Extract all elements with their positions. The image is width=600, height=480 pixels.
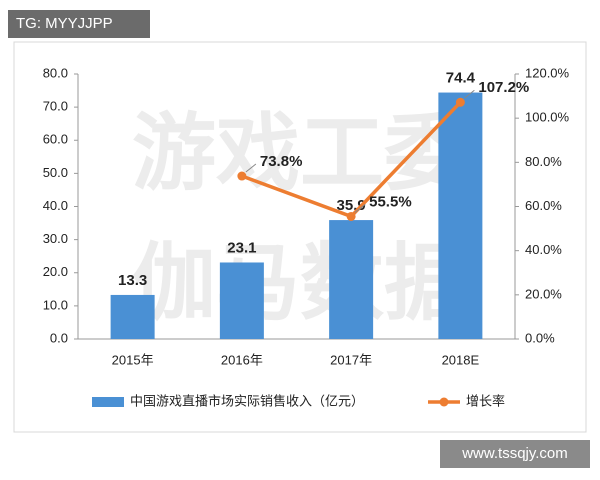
label-leader <box>464 89 475 99</box>
label-leader <box>354 204 366 213</box>
bar <box>110 294 155 339</box>
watermark-layer: 游戏工委 伽马数据 <box>132 106 468 330</box>
watermark-box <box>8 10 150 38</box>
y-tick-label: 60.0 <box>43 132 68 147</box>
line-point <box>455 97 465 107</box>
x-tick-label: 2016年 <box>221 352 263 367</box>
legend-label: 中国游戏直播市场实际销售收入（亿元） <box>130 393 364 408</box>
y-tick-label: 80.0 <box>43 65 68 80</box>
y-tick-label: 20.0 <box>43 264 68 279</box>
y-tick-label: 50.0 <box>43 165 68 180</box>
line-value-label: 107.2% <box>478 79 529 96</box>
y2-tick-label: 60.0% <box>525 198 562 213</box>
bar-value-label: 13.3 <box>118 272 147 289</box>
y-tick-label: 70.0 <box>43 99 68 114</box>
bar-value-label: 23.1 <box>227 239 256 256</box>
x-tick-label: 2017年 <box>330 352 372 367</box>
y2-tick-label: 120.0% <box>525 65 570 80</box>
legend-swatch <box>439 397 449 407</box>
watermark-box <box>440 440 590 468</box>
line-point <box>346 211 356 221</box>
y2-tick-label: 40.0% <box>525 242 562 257</box>
line-point <box>237 171 247 181</box>
bar-value-label: 74.4 <box>446 70 476 87</box>
line-value-label: 73.8% <box>260 153 303 170</box>
x-tick-label: 2018E <box>442 352 480 367</box>
y-tick-label: 40.0 <box>43 198 68 213</box>
x-tick-label: 2015年 <box>112 352 154 367</box>
y-tick-label: 30.0 <box>43 231 68 246</box>
y-tick-label: 10.0 <box>43 297 68 312</box>
chart-frame <box>13 41 587 433</box>
legend-swatch <box>92 397 124 407</box>
legend-label: 增长率 <box>466 393 505 408</box>
watermark: 伽马数据 <box>132 236 468 330</box>
bar <box>438 92 483 339</box>
y2-tick-label: 100.0% <box>525 110 570 125</box>
watermark: www.tssqjy.com <box>461 445 568 462</box>
bar <box>219 262 264 339</box>
bar <box>329 220 374 339</box>
y2-tick-label: 80.0% <box>525 154 562 169</box>
label-leader <box>245 163 257 173</box>
watermark: TG: MYYJJPP <box>16 15 113 32</box>
y2-tick-label: 0.0% <box>525 330 555 345</box>
line-value-label: 55.5% <box>369 193 412 210</box>
y2-tick-label: 20.0% <box>525 286 562 301</box>
y-tick-label: 0.0 <box>50 330 68 345</box>
